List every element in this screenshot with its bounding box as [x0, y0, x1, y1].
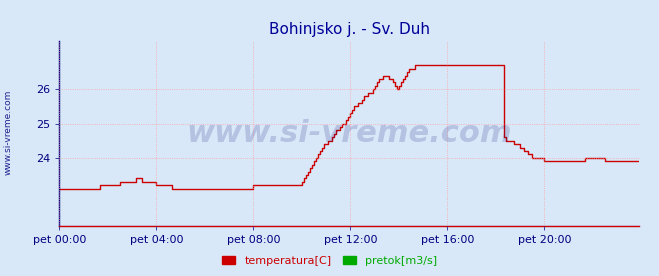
- Title: Bohinjsko j. - Sv. Duh: Bohinjsko j. - Sv. Duh: [269, 22, 430, 38]
- Legend: temperatura[C], pretok[m3/s]: temperatura[C], pretok[m3/s]: [217, 251, 442, 270]
- Text: www.si-vreme.com: www.si-vreme.com: [3, 90, 13, 175]
- Text: www.si-vreme.com: www.si-vreme.com: [186, 119, 512, 148]
